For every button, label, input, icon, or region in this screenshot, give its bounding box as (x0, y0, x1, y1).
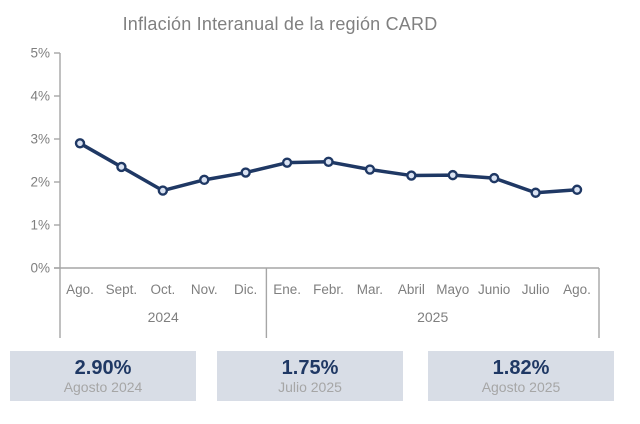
summary-label: Agosto 2024 (63, 378, 143, 395)
month-tick-label: Dic. (234, 282, 257, 297)
inflation-line-chart: 0% 1% 2% 3% 4% 5% Ago. Sept. Oct. Nov. Dic. Ene. Feb… (30, 46, 600, 338)
y-tick-label: 1% (30, 218, 50, 233)
y-tick-label: 4% (30, 89, 50, 104)
data-point-marker (447, 169, 458, 181)
year-label: 2025 (417, 309, 448, 325)
summary-label: Agosto 2025 (481, 378, 561, 395)
data-point-marker (157, 185, 169, 196)
y-tick-label: 3% (30, 132, 50, 147)
month-tick-label: Oct. (150, 282, 175, 297)
data-point-marker (74, 138, 86, 149)
data-point-marker (489, 172, 500, 184)
data-point-marker (199, 174, 210, 186)
data-point-marker (364, 164, 376, 175)
month-tick-label: Julio (522, 282, 550, 297)
summary-value: 2.90% (74, 356, 132, 379)
data-point-marker (240, 167, 251, 178)
chart-title: Inflación Interanual de la región CARD (122, 14, 438, 34)
y-tick-label: 0% (30, 261, 50, 276)
data-line (78, 141, 579, 195)
month-tick-label: Febr. (313, 282, 344, 297)
data-point-marker (571, 184, 583, 195)
summary-cards-row: 2.90% Agosto 2024 1.75% Julio 2025 1.82%… (0, 351, 640, 403)
summary-label: Julio 2025 (278, 378, 342, 395)
month-tick-label: Sept. (106, 282, 138, 297)
data-point-marker (281, 157, 293, 168)
month-tick-label: Ene. (273, 282, 301, 297)
data-point-marker (116, 161, 127, 173)
data-point-marker (406, 170, 417, 181)
month-tick-label: Nov. (191, 282, 218, 297)
month-tick-label: Junio (478, 282, 510, 297)
month-tick-label: Mayo (436, 282, 469, 297)
month-tick-label: Mar. (357, 282, 383, 297)
month-tick-label: Abril (398, 282, 425, 297)
y-tick-label: 5% (30, 46, 50, 61)
summary-card-julio-2025: 1.75% Julio 2025 (217, 351, 403, 401)
y-tick-label: 2% (30, 175, 50, 190)
data-point-marker (323, 156, 334, 167)
data-point-marker (530, 187, 541, 198)
year-label: 2024 (148, 309, 179, 325)
summary-card-agosto-2024: 2.90% Agosto 2024 (10, 351, 196, 401)
summary-value: 1.75% (281, 356, 339, 379)
month-tick-label: Ago. (66, 282, 94, 297)
summary-card-agosto-2025: 1.82% Agosto 2025 (428, 351, 614, 401)
month-tick-label: Ago. (563, 282, 591, 297)
summary-value: 1.82% (492, 356, 550, 379)
